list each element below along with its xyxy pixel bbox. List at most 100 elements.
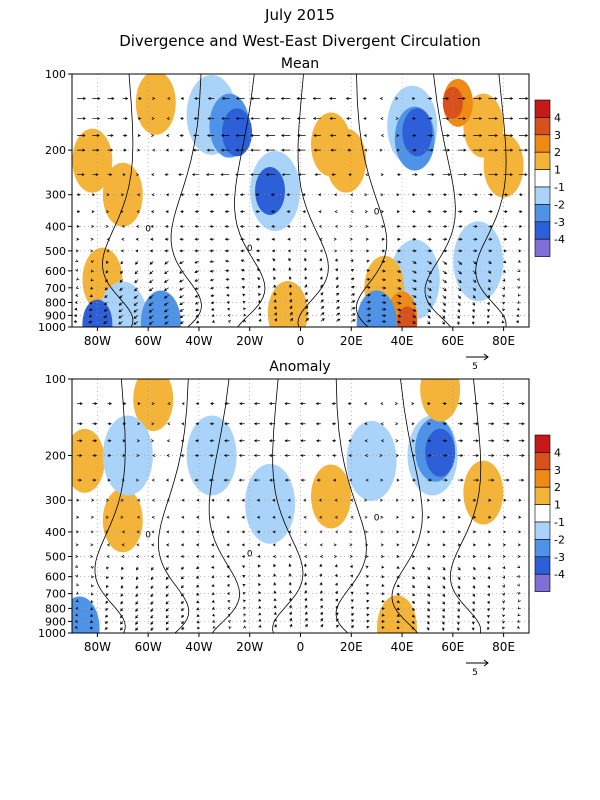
vector-170 bbox=[380, 193, 384, 197]
vector-520 bbox=[227, 620, 232, 624]
vector-113 bbox=[427, 148, 434, 152]
vector-260 bbox=[381, 237, 385, 241]
vector-307 bbox=[179, 261, 184, 264]
vector-540 bbox=[74, 625, 78, 629]
vector-208 bbox=[503, 515, 507, 519]
vector-16 bbox=[315, 402, 321, 406]
vector-155 bbox=[151, 193, 155, 197]
vector-437 bbox=[335, 292, 340, 296]
vector-276 bbox=[165, 555, 169, 559]
vector-9 bbox=[210, 402, 215, 406]
vector-443 bbox=[427, 601, 431, 605]
vector-73 bbox=[268, 439, 276, 443]
vector-436 bbox=[319, 597, 323, 602]
y-tick-label-5: 600 bbox=[45, 265, 66, 278]
vector-381 bbox=[396, 584, 400, 588]
vector-388 bbox=[502, 584, 505, 588]
vector-569 bbox=[515, 320, 520, 323]
vector-440 bbox=[381, 599, 385, 603]
vector-259 bbox=[365, 237, 369, 241]
vector-55 bbox=[457, 117, 467, 121]
y-tick-label-2: 300 bbox=[45, 494, 66, 507]
vector-236 bbox=[473, 530, 477, 534]
vector-254 bbox=[288, 543, 292, 547]
vector-173 bbox=[426, 498, 431, 502]
vector-119 bbox=[518, 453, 525, 457]
vector-197 bbox=[334, 210, 338, 214]
vector-96 bbox=[166, 453, 170, 457]
vector-560 bbox=[381, 320, 387, 324]
vector-362 bbox=[106, 584, 109, 589]
vector-92 bbox=[107, 453, 112, 457]
colorbar-label-1: 3 bbox=[554, 464, 561, 477]
vector-30 bbox=[77, 422, 83, 426]
colorbar-segment-8 bbox=[534, 238, 551, 257]
vector-263 bbox=[427, 543, 431, 547]
vector-34 bbox=[138, 117, 142, 121]
vector-188 bbox=[196, 515, 200, 519]
vector-286 bbox=[319, 249, 323, 253]
vector-11 bbox=[235, 97, 245, 101]
vector-496 bbox=[320, 305, 325, 310]
vector-337 bbox=[179, 270, 184, 274]
vector-151 bbox=[92, 193, 96, 197]
vector-191 bbox=[239, 210, 245, 214]
vector-19 bbox=[363, 402, 367, 406]
vector-2 bbox=[107, 97, 115, 101]
vector-240 bbox=[76, 237, 80, 241]
vector-202 bbox=[412, 210, 416, 214]
vector-450 bbox=[74, 300, 78, 304]
vector-550 bbox=[228, 626, 232, 630]
zero-contours bbox=[102, 74, 507, 327]
vector-163 bbox=[272, 498, 276, 502]
vector-531 bbox=[396, 620, 400, 623]
vector-441 bbox=[396, 600, 401, 603]
vector-101 bbox=[238, 453, 245, 457]
vector-303 bbox=[121, 566, 124, 571]
vector-291 bbox=[396, 249, 402, 253]
vector-427 bbox=[179, 295, 184, 298]
vector-559 bbox=[366, 625, 370, 629]
colorbar-label-6: -3 bbox=[554, 551, 565, 564]
vector-204 bbox=[442, 515, 446, 519]
vector-395 bbox=[150, 593, 154, 598]
divergence-blob-17 bbox=[483, 133, 524, 198]
vector-557 bbox=[335, 624, 339, 628]
vector-522 bbox=[258, 312, 262, 316]
vector-110 bbox=[379, 453, 383, 457]
vector-369 bbox=[209, 278, 215, 282]
vector-28 bbox=[503, 97, 514, 101]
vector-357 bbox=[488, 270, 492, 274]
vector-183 bbox=[120, 515, 124, 519]
vector-563 bbox=[427, 321, 431, 325]
vector-296 bbox=[473, 249, 478, 253]
vector-264 bbox=[442, 237, 448, 241]
vector-70 bbox=[221, 133, 230, 137]
vector-373 bbox=[273, 276, 277, 280]
contour-label-1: 0 bbox=[247, 244, 253, 254]
vector-144 bbox=[442, 173, 451, 177]
vector-277 bbox=[179, 249, 184, 253]
vector-225 bbox=[302, 224, 306, 228]
vector-500 bbox=[381, 307, 387, 311]
vector-142 bbox=[412, 478, 416, 482]
vector-69 bbox=[209, 439, 215, 443]
vector-350 bbox=[381, 269, 386, 273]
vector-71 bbox=[238, 439, 245, 443]
vector-505 bbox=[456, 614, 460, 619]
vector-448 bbox=[502, 294, 505, 298]
vector-555 bbox=[305, 317, 310, 322]
vector-93 bbox=[122, 148, 127, 152]
vector-89 bbox=[518, 439, 525, 443]
vector-394 bbox=[133, 287, 139, 292]
vector-272 bbox=[106, 249, 110, 253]
vector-497 bbox=[335, 306, 341, 310]
colorbar-label-2: 2 bbox=[554, 481, 561, 494]
vector-44 bbox=[284, 422, 291, 426]
vector-368 bbox=[195, 584, 200, 588]
vector-301 bbox=[90, 260, 94, 264]
divergence-blob-7 bbox=[346, 420, 397, 501]
vector-282 bbox=[255, 249, 260, 253]
vector-493 bbox=[273, 611, 277, 616]
